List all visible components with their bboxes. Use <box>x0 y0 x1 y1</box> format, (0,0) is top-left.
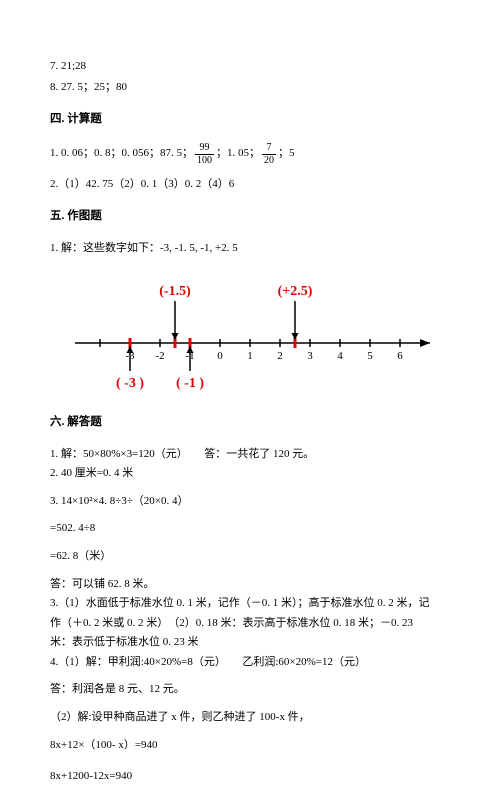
fraction-1-num: 99 <box>195 143 214 155</box>
svg-text:-2: -2 <box>155 350 164 362</box>
svg-text:2: 2 <box>277 350 283 362</box>
sec6-l12: 8x+1200-12x=940 <box>50 768 450 786</box>
section-4-title: 四. 计算题 <box>50 110 450 128</box>
sec6-l7a: 3.（1）水面低于标准水位 0. 1 米，记作（－0. 1 米）；高于标准水位 … <box>50 595 450 613</box>
svg-text:(+2.5): (+2.5) <box>278 284 313 299</box>
top-line-2: 8. 27. 5；25；80 <box>50 79 450 97</box>
sec5-q1: 1. 解：这些数字如下：-3, -1. 5, -1, +2. 5 <box>50 240 450 258</box>
svg-text:( -3 ): ( -3 ) <box>116 376 144 391</box>
sec6-l9: 答：利润各是 8 元、12 元。 <box>50 681 450 699</box>
number-line-svg: -3-2-10123456(-1.5)(+2.5)( -3 )( -1 ) <box>70 273 440 393</box>
sec6-l10: （2）解:设甲种商品进了 x 件，则乙种进了 100-x 件， <box>50 709 450 727</box>
svg-text:(-1.5): (-1.5) <box>159 284 191 299</box>
fraction-1: 99 100 <box>195 143 214 166</box>
sec4-q1-c: ；5 <box>278 145 295 163</box>
fraction-1-den: 100 <box>195 155 214 166</box>
svg-text:0: 0 <box>217 350 223 362</box>
top-line-1: 7. 21;28 <box>50 58 450 76</box>
section-6-title: 六. 解答题 <box>50 413 450 431</box>
fraction-2: 7 20 <box>262 143 276 166</box>
sec4-q1-a: 1. 0. 06；0. 8；0. 056；87. 5； <box>50 145 193 163</box>
sec6-l2: 2. 40 厘米=0. 4 米 <box>50 465 450 483</box>
svg-text:( -1 ): ( -1 ) <box>176 376 204 391</box>
sec6-l8: 4.（1）解：甲利润:40×20%=8（元） 乙利润:60×20%=12（元） <box>50 654 450 672</box>
number-line-diagram: -3-2-10123456(-1.5)(+2.5)( -3 )( -1 ) <box>50 273 450 393</box>
svg-text:4: 4 <box>337 350 343 362</box>
sec4-q2: 2.（1）42. 75（2）0. 1（3）0. 2（4）6 <box>50 176 450 194</box>
sec6-l6: 答：可以铺 62. 8 米。 <box>50 576 450 594</box>
section-5-title: 五. 作图题 <box>50 207 450 225</box>
sec6-l1: 1. 解：50×80%×3=120（元） 答：一共花了 120 元。 <box>50 446 450 464</box>
sec6-l7c: 米：表示低于标准水位 0. 23 米 <box>50 634 450 652</box>
sec6-l5: =62. 8（米） <box>50 548 450 566</box>
sec6-l7b: 作（＋0. 2 米或 0. 2 米） （2）0. 18 米：表示高于标准水位 0… <box>50 615 450 633</box>
svg-text:5: 5 <box>367 350 373 362</box>
fraction-2-num: 7 <box>262 143 276 155</box>
sec4-q1-b: ；1. 05； <box>216 145 260 163</box>
svg-text:1: 1 <box>247 350 253 362</box>
sec6-l4: =502. 4÷8 <box>50 520 450 538</box>
svg-text:3: 3 <box>307 350 313 362</box>
sec6-l3: 3. 14×10²×4. 8÷3÷（20×0. 4） <box>50 493 450 511</box>
fraction-2-den: 20 <box>262 155 276 166</box>
sec4-q1: 1. 0. 06；0. 8；0. 056；87. 5； 99 100 ；1. 0… <box>50 143 450 166</box>
svg-text:6: 6 <box>397 350 403 362</box>
sec6-l11: 8x+12×（100- x）=940 <box>50 737 450 755</box>
sec6-answers: 1. 解：50×80%×3=120（元） 答：一共花了 120 元。 2. 40… <box>50 446 450 786</box>
